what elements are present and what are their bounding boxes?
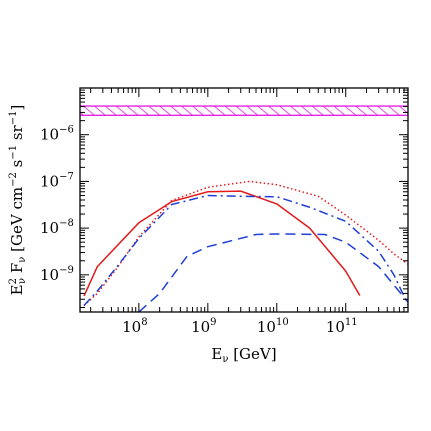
band-hatch — [80, 106, 408, 116]
series-line-1-solid — [83, 190, 361, 297]
y-tick-labels: 10−9 10−8 10−7 10−6 — [40, 125, 74, 284]
y-tick-label: 10−8 — [40, 218, 74, 237]
axis-ticks — [80, 87, 409, 312]
x-tick-labels: 108 109 1010 1011 — [122, 317, 358, 336]
plot-frame — [79, 87, 409, 313]
y-tick-label: 10−7 — [40, 171, 74, 190]
series-line-2-dotted — [83, 180, 408, 307]
series-layer — [83, 180, 408, 312]
y-tick-label: 10−9 — [40, 265, 74, 284]
y-tick-label: 10−6 — [40, 125, 74, 144]
x-tick-label: 1010 — [257, 317, 289, 336]
flux-limit-band — [80, 105, 408, 117]
x-tick-label: 1011 — [326, 317, 358, 336]
x-axis-title: Eν [GeV] — [211, 345, 276, 365]
x-tick-label: 109 — [191, 317, 216, 336]
series-line-3-dashdot — [83, 194, 408, 307]
x-tick-label: 108 — [122, 317, 147, 336]
series-line-4-dashed — [138, 233, 408, 312]
y-axis-title: E2ν Fν [GeV cm−2 s−1 sr−1] — [8, 105, 28, 296]
